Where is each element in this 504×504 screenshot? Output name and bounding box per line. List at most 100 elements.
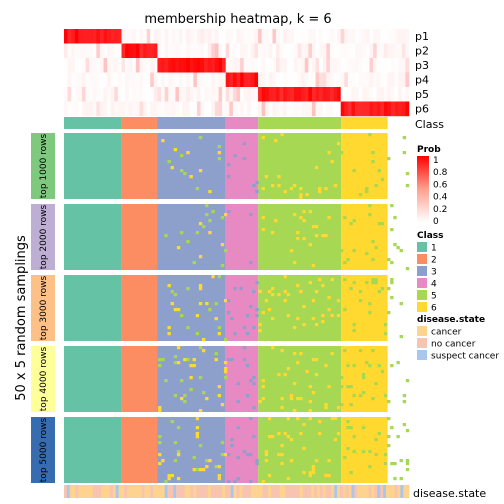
- prob-cell: [132, 43, 137, 59]
- prob-cell: [132, 87, 137, 102]
- prob-cell: [333, 87, 338, 102]
- prob-cell: [96, 72, 101, 88]
- disease-cell: [368, 485, 372, 498]
- prob-cell: [150, 72, 155, 88]
- prob-cell: [315, 101, 320, 117]
- sampling-cell: [245, 332, 250, 336]
- sampling-cell: [280, 397, 284, 401]
- prob-cell: [380, 72, 385, 88]
- disease-cell: [383, 485, 387, 498]
- prob-cell: [161, 29, 165, 44]
- sampling-cell: [321, 234, 325, 238]
- sampling-cell: [365, 281, 369, 285]
- prob-cell: [139, 29, 144, 44]
- prob-cell: [186, 29, 191, 44]
- disease-cell: [176, 485, 180, 498]
- prob-cell: [146, 101, 151, 117]
- disease-cell: [328, 485, 332, 498]
- disease-cell: [256, 485, 260, 498]
- sampling-cell: [223, 213, 228, 217]
- sampling-block: [341, 133, 388, 199]
- sampling-cell: [352, 169, 356, 173]
- prob-cell: [401, 43, 406, 59]
- sampling-cell: [349, 426, 353, 430]
- class-legend-label: 4: [431, 280, 437, 290]
- sampling-cell: [361, 373, 366, 377]
- prob-cell: [64, 29, 68, 44]
- sampling-cell: [198, 302, 203, 306]
- prob-cell: [329, 43, 334, 59]
- prob-cell: [182, 87, 187, 102]
- disease-cell: [294, 485, 298, 498]
- sampling-cell: [261, 187, 265, 191]
- disease-cell: [118, 485, 122, 498]
- disease-cell: [184, 485, 188, 498]
- sampling-cell: [230, 358, 234, 362]
- prob-cell: [92, 72, 97, 88]
- sampling-cell: [377, 432, 381, 436]
- sampling-cell: [396, 435, 400, 439]
- prob-cell: [204, 101, 209, 117]
- prob-cell: [186, 72, 191, 88]
- sampling-cell: [349, 385, 353, 389]
- sampling-cell: [292, 326, 297, 330]
- disease-cell: [245, 485, 249, 498]
- disease-cell: [202, 485, 206, 498]
- sampling-cell: [299, 352, 303, 356]
- sampling-cell: [377, 290, 381, 294]
- disease-cell: [308, 485, 312, 498]
- disease-cell: [161, 485, 165, 498]
- prob-cell: [286, 43, 291, 59]
- sampling-cell: [261, 480, 265, 484]
- sampling-cell: [205, 465, 209, 469]
- prob-cell: [322, 43, 327, 59]
- sampling-cell: [387, 157, 391, 161]
- prob-cell: [89, 29, 94, 44]
- disease-cell: [196, 485, 200, 498]
- prob-cell: [301, 29, 306, 44]
- sampling-cell: [277, 184, 281, 188]
- sampling-cell: [198, 287, 203, 291]
- disease-cell: [190, 485, 194, 498]
- sampling-block: [341, 275, 388, 341]
- disease-cell: [348, 485, 352, 498]
- sampling-cell: [161, 459, 165, 463]
- prob-cell: [146, 87, 151, 102]
- prob-cell: [99, 43, 104, 59]
- prob-cell: [143, 29, 147, 44]
- disease-cell: [225, 485, 229, 498]
- disease-cell: [265, 485, 269, 498]
- prob-cell: [229, 29, 234, 44]
- sampling-cell: [227, 210, 231, 214]
- sampling-cell: [308, 474, 312, 478]
- class-segment: [341, 117, 388, 129]
- sampling-cell: [214, 302, 218, 306]
- sampling-cell: [192, 364, 196, 368]
- sampling-cell: [299, 187, 303, 191]
- disease-cell: [334, 485, 338, 498]
- sampling-cell: [308, 243, 312, 247]
- sampling-block: [225, 133, 259, 199]
- prob-cell: [92, 29, 97, 44]
- prob-cell: [92, 43, 97, 59]
- prob-cell: [243, 43, 248, 59]
- prob-cell: [96, 43, 101, 59]
- sampling-cell: [258, 329, 262, 333]
- prob-cell: [214, 101, 219, 117]
- sampling-cell: [374, 453, 378, 457]
- sampling-cell: [245, 453, 250, 457]
- sampling-cell: [352, 435, 356, 439]
- disease-cell: [311, 485, 315, 498]
- disease-cell: [167, 485, 171, 498]
- sampling-cell: [296, 397, 300, 401]
- prob-cell: [232, 29, 237, 44]
- prob-cell: [139, 43, 144, 59]
- prob-cell: [337, 58, 342, 73]
- sampling-cell: [390, 204, 394, 208]
- sampling-cell: [180, 169, 184, 173]
- sampling-cell: [340, 376, 344, 380]
- prob-cell: [175, 72, 180, 88]
- prob-cell: [107, 72, 112, 88]
- prob-cell: [376, 29, 381, 44]
- sampling-cell: [349, 287, 353, 291]
